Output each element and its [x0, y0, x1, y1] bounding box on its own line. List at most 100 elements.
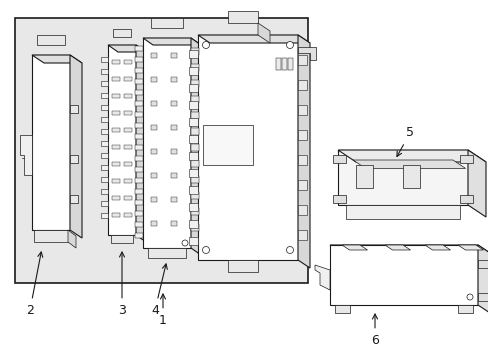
Bar — [189, 84, 198, 92]
Bar — [151, 149, 157, 154]
Bar — [151, 53, 157, 58]
Bar — [112, 196, 120, 200]
Bar — [297, 105, 306, 115]
Bar — [124, 145, 132, 149]
Bar — [459, 155, 472, 163]
Bar — [112, 145, 120, 149]
Bar — [189, 50, 198, 58]
Bar — [135, 57, 142, 62]
Bar — [135, 211, 142, 216]
Bar — [171, 53, 177, 58]
Bar — [135, 134, 142, 139]
Bar — [334, 305, 349, 313]
Bar — [135, 145, 142, 150]
Polygon shape — [467, 150, 485, 217]
Bar — [124, 162, 132, 166]
Bar — [198, 35, 297, 260]
Polygon shape — [198, 35, 309, 43]
Bar — [112, 179, 120, 183]
Bar — [101, 201, 108, 206]
Bar — [171, 77, 177, 82]
Bar — [101, 105, 108, 110]
Bar — [191, 64, 199, 71]
Text: 6: 6 — [370, 314, 378, 346]
Polygon shape — [329, 245, 488, 255]
Polygon shape — [337, 150, 485, 162]
Bar — [151, 221, 157, 226]
Polygon shape — [297, 47, 315, 60]
Bar — [34, 230, 68, 242]
Bar — [275, 58, 281, 70]
Bar — [135, 178, 142, 183]
Circle shape — [286, 41, 293, 49]
Bar — [287, 58, 292, 70]
Bar — [101, 81, 108, 86]
Bar — [148, 248, 185, 258]
Bar — [135, 90, 142, 95]
Bar — [189, 67, 198, 75]
Bar — [37, 35, 65, 45]
Bar — [297, 155, 306, 165]
Bar — [124, 94, 132, 98]
Bar — [135, 233, 142, 238]
Bar — [203, 125, 252, 165]
Bar — [112, 94, 120, 98]
Bar — [171, 101, 177, 106]
Bar — [189, 203, 198, 211]
Bar — [124, 77, 132, 81]
Polygon shape — [314, 265, 329, 290]
Polygon shape — [352, 160, 465, 168]
Polygon shape — [258, 23, 269, 43]
Bar — [32, 55, 70, 230]
Polygon shape — [355, 165, 372, 188]
Polygon shape — [341, 245, 367, 250]
Bar — [112, 128, 120, 132]
Bar — [113, 29, 131, 37]
Bar — [151, 173, 157, 178]
Bar — [135, 222, 142, 227]
Polygon shape — [191, 38, 201, 255]
Polygon shape — [136, 45, 146, 242]
Bar — [477, 293, 488, 301]
Bar — [135, 68, 142, 73]
Bar — [191, 112, 199, 119]
Bar — [191, 176, 199, 183]
Bar — [191, 224, 199, 231]
Bar — [329, 245, 477, 305]
Bar — [477, 260, 488, 268]
Bar — [101, 153, 108, 158]
Polygon shape — [70, 55, 82, 238]
Text: 4: 4 — [151, 264, 167, 316]
Bar — [227, 11, 258, 23]
Bar — [124, 196, 132, 200]
Bar — [101, 129, 108, 134]
Bar — [227, 260, 258, 272]
Polygon shape — [457, 245, 483, 250]
Bar — [297, 230, 306, 240]
Polygon shape — [402, 165, 419, 188]
Bar — [70, 195, 78, 203]
Bar — [189, 118, 198, 126]
Bar — [124, 179, 132, 183]
Bar — [135, 46, 142, 51]
Text: 5: 5 — [396, 126, 413, 157]
Bar — [191, 96, 199, 103]
Bar — [151, 125, 157, 130]
Bar — [171, 149, 177, 154]
Bar — [142, 38, 191, 248]
Bar — [112, 60, 120, 64]
Bar — [112, 77, 120, 81]
Polygon shape — [68, 230, 76, 248]
Bar — [135, 112, 142, 117]
Bar — [101, 57, 108, 62]
Bar — [332, 155, 346, 163]
Bar — [191, 80, 199, 87]
Bar — [112, 111, 120, 115]
Bar — [191, 128, 199, 135]
Circle shape — [202, 247, 209, 253]
Bar — [112, 162, 120, 166]
Bar — [151, 77, 157, 82]
Bar — [101, 141, 108, 146]
Text: 1: 1 — [159, 294, 166, 327]
Circle shape — [286, 247, 293, 253]
